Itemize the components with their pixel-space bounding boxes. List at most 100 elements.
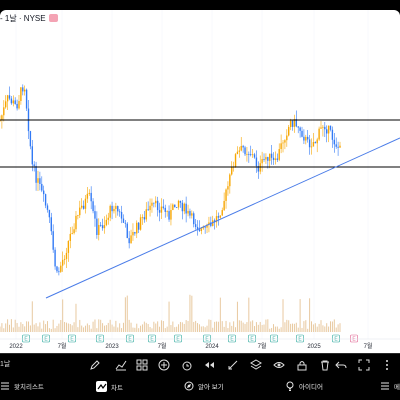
undo-icon[interactable] — [334, 358, 348, 372]
candle — [317, 138, 318, 152]
candle — [51, 213, 52, 235]
candle — [85, 195, 86, 213]
candle — [138, 222, 139, 233]
candle — [269, 154, 270, 169]
candle — [328, 125, 329, 142]
candle — [244, 146, 245, 156]
nav-chart[interactable]: 차트 — [96, 381, 123, 392]
candle — [22, 84, 23, 95]
price-chart[interactable]: E E E E E E E E E E E E E E 2022 7월 2023 7월 2024 7월 2025 7월 — [0, 10, 400, 353]
candle — [187, 205, 188, 216]
volume-bar — [81, 326, 82, 332]
grid-icon[interactable] — [135, 358, 149, 372]
candle — [197, 220, 198, 236]
lock-icon[interactable] — [295, 358, 309, 372]
nav-watchlist[interactable]: 왓치리스트 — [0, 381, 44, 391]
candle — [102, 219, 103, 231]
replay-icon[interactable] — [203, 358, 217, 372]
fullscreen-icon[interactable] — [357, 358, 371, 372]
candle — [64, 255, 65, 264]
volume-bar — [172, 322, 173, 332]
volume-bar — [252, 320, 253, 332]
volume-bar — [286, 320, 287, 332]
alarm-icon[interactable] — [180, 358, 194, 372]
volume-bar — [212, 328, 213, 332]
volume-bar — [250, 321, 251, 332]
candle — [241, 137, 242, 151]
volume-bar — [256, 322, 257, 332]
volume-bar — [224, 327, 225, 332]
nav-explore[interactable]: 알아 보기 — [184, 381, 224, 391]
candle — [87, 187, 88, 203]
volume-bar — [330, 321, 331, 332]
volume-bar — [231, 326, 232, 332]
volume-bar — [284, 322, 285, 332]
volume-bar — [0, 327, 1, 332]
volume-bar — [264, 325, 265, 332]
volume-bar — [233, 321, 234, 332]
candle — [250, 146, 251, 157]
candle — [292, 121, 293, 131]
pencil-icon[interactable] — [88, 358, 102, 372]
volume-bar — [239, 320, 240, 332]
volume-bar — [127, 296, 128, 332]
volume-bar — [32, 301, 33, 332]
volume-bar — [55, 328, 56, 332]
volume-bar — [26, 321, 27, 332]
candle — [16, 100, 17, 111]
volume-bar — [142, 324, 143, 332]
nav-menu[interactable]: 메 — [380, 381, 400, 391]
volume-bar — [5, 323, 6, 332]
volume-bar — [146, 323, 147, 332]
volume-bar — [144, 322, 145, 332]
volume-bar — [167, 327, 168, 332]
volume-bar — [317, 327, 318, 332]
volume-bar — [100, 320, 101, 332]
trend-tool-icon[interactable] — [114, 358, 128, 372]
candle — [68, 240, 69, 262]
volume-bar — [208, 319, 209, 332]
candle — [307, 130, 308, 143]
candle — [146, 202, 147, 222]
layers-icon[interactable] — [249, 358, 263, 372]
eye-icon[interactable] — [272, 358, 286, 372]
more-icon[interactable] — [380, 358, 394, 372]
candle — [14, 97, 15, 104]
candle — [77, 215, 78, 220]
candle — [136, 220, 137, 238]
candle — [153, 203, 154, 208]
measure-icon[interactable] — [226, 358, 240, 372]
volume-bar — [22, 324, 23, 332]
plus-circle-icon[interactable] — [157, 358, 171, 372]
candle — [174, 204, 175, 207]
chart-grid — [16, 10, 368, 339]
candle — [147, 201, 148, 211]
volume-bar — [151, 328, 152, 332]
candle — [75, 211, 76, 232]
candle — [54, 247, 55, 270]
volume-bar — [262, 325, 263, 332]
candle — [290, 119, 291, 130]
volume-bar — [193, 322, 194, 332]
candle — [60, 262, 61, 273]
volume-bar — [245, 324, 246, 332]
nav-ideas[interactable]: 아이디어 — [285, 381, 323, 391]
status-badge — [49, 14, 58, 22]
volume-bar — [303, 321, 304, 332]
candle — [227, 181, 228, 195]
candle — [334, 133, 335, 153]
volume-bar — [18, 327, 19, 332]
candle — [180, 201, 181, 208]
candle — [235, 153, 236, 168]
volume-bar — [189, 295, 190, 332]
volume-bar — [136, 324, 137, 332]
x-tick-label: 2025 — [307, 344, 321, 350]
symbol-header[interactable]: - 1날 · NYSE — [0, 10, 58, 26]
volume-bar — [246, 322, 247, 332]
candle — [239, 147, 240, 158]
trash-icon[interactable] — [318, 358, 332, 372]
trend-line[interactable] — [46, 138, 400, 298]
volume-bar — [271, 328, 272, 332]
candle — [45, 194, 46, 208]
